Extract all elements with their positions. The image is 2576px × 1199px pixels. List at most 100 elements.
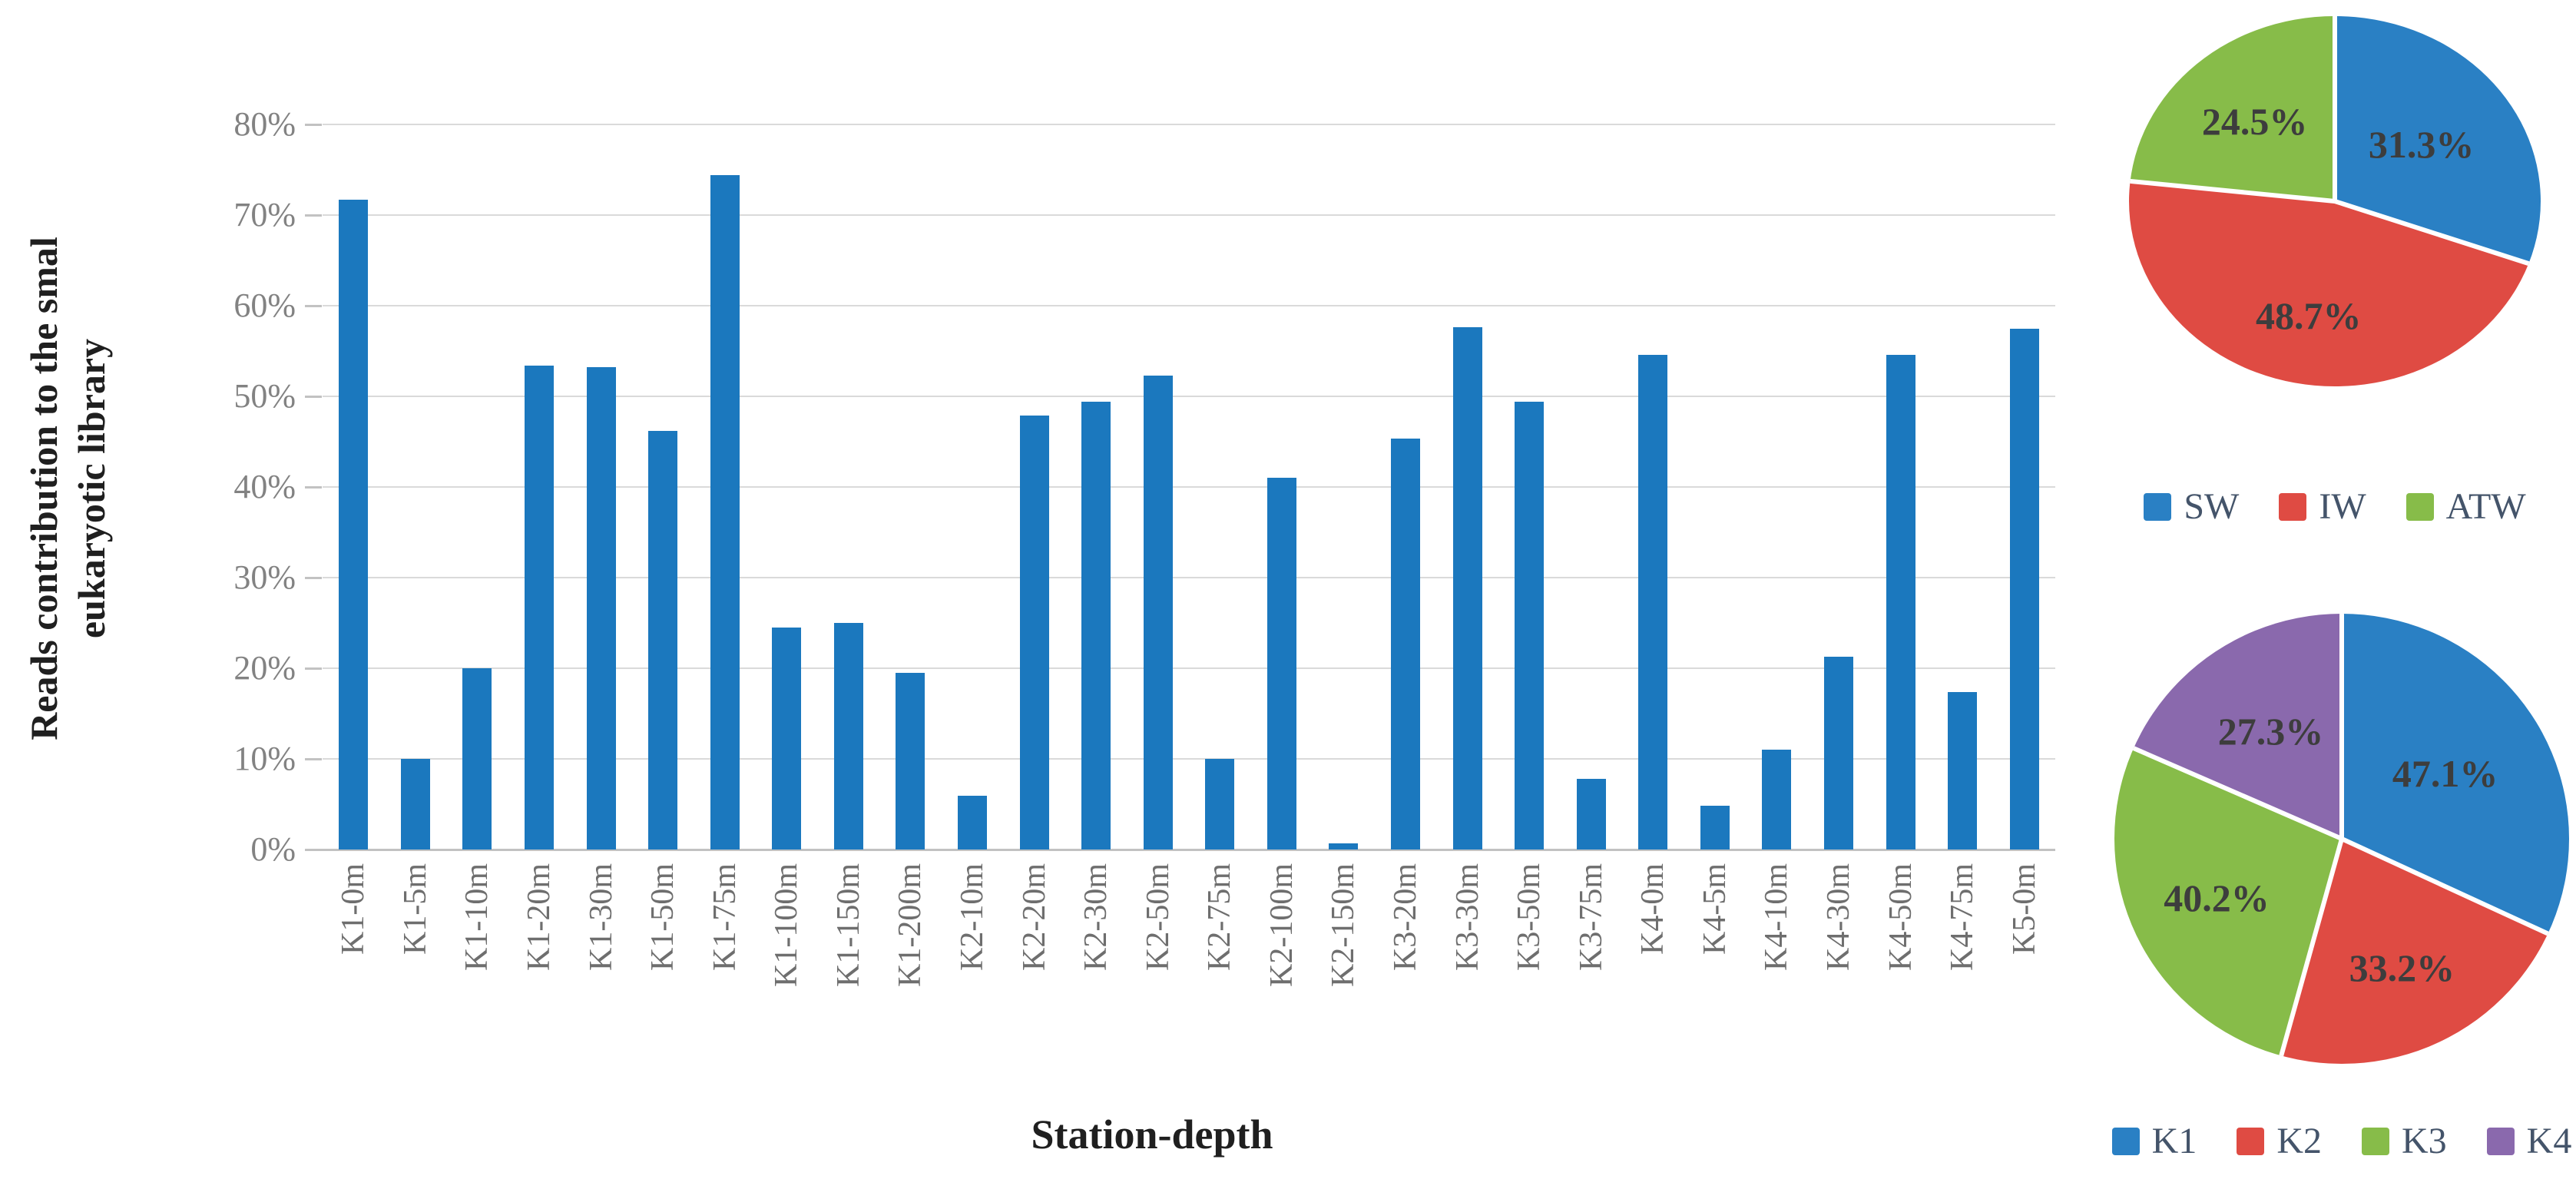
bar [1391, 439, 1420, 850]
pie-slice-separator [2129, 176, 2336, 204]
y-axis-title-line1: Reads contribution to the smal [22, 237, 65, 740]
bar [772, 627, 802, 850]
pie-slice-label: 40.2% [2164, 876, 2270, 919]
x-tick-label: K3-75m [1573, 863, 1609, 971]
legend-swatch [2486, 1128, 2515, 1155]
x-tick-label: K1-50m [645, 863, 681, 971]
y-tick-label: 30% [233, 558, 296, 596]
x-tick-label: K4-75m [1945, 863, 1981, 971]
bar [1886, 354, 1915, 850]
bar [339, 199, 369, 850]
bar [958, 796, 987, 850]
pie-slice-separator [2272, 838, 2344, 1064]
legend-item: K1 [2111, 1121, 2197, 1161]
y-tick-mark [305, 758, 322, 760]
y-tick-mark [305, 305, 322, 307]
legend-label: K4 [2526, 1121, 2572, 1161]
pie-slice-label: 47.1% [2392, 751, 2498, 795]
pie-slice-label: 31.3% [2368, 123, 2475, 167]
bar [1143, 375, 1173, 850]
pie-slice-label: 27.3% [2217, 710, 2324, 754]
legend-label: K2 [2276, 1121, 2322, 1161]
y-axis-title-line2: eukaryotic library [70, 338, 113, 639]
y-axis-title: Reads contribution to the smal eukaryoti… [20, 66, 115, 911]
bar [525, 365, 554, 850]
bar [1762, 750, 1792, 850]
y-tick-label: 50% [233, 377, 296, 415]
x-tick-label: K4-10m [1759, 863, 1795, 971]
water-mass-pie: 31.3% 48.7% 24.5% [2129, 16, 2541, 386]
x-tick-label: K5-0m [2006, 863, 2042, 955]
x-axis-line [313, 849, 2055, 851]
y-tick-label: 70% [233, 196, 296, 234]
x-tick-label: K3-30m [1449, 863, 1485, 971]
bar [462, 668, 492, 850]
y-tick-label: 80% [233, 105, 296, 143]
y-tick-mark [305, 396, 322, 398]
x-tick-label: K1-0m [336, 863, 372, 955]
legend-label: ATW [2445, 486, 2526, 527]
bar [400, 759, 430, 850]
x-tick-label: K1-30m [583, 863, 619, 971]
legend-item: ATW [2405, 486, 2526, 527]
gridline [323, 486, 2055, 488]
bar [586, 367, 616, 850]
legend-item: K2 [2237, 1123, 2322, 1160]
y-tick-label: 0% [250, 830, 296, 868]
bar [1824, 656, 1853, 850]
x-tick-label: K4-50m [1882, 863, 1919, 971]
x-tick-label: K1-150m [830, 863, 866, 987]
y-tick-mark [305, 124, 322, 126]
gridline [323, 758, 2055, 760]
bar [1081, 402, 1111, 850]
y-tick-label: 60% [233, 287, 296, 324]
x-tick-label: K1-200m [892, 863, 929, 987]
bar [1329, 843, 1359, 850]
station-legend: K1 K2 K3 K4 [1996, 1123, 2576, 1160]
station-pie: 47.1% 33.2% 40.2% 27.3% [2114, 614, 2569, 1064]
y-tick-label: 10% [233, 740, 296, 777]
bar [2009, 328, 2039, 850]
pie-slice-label: 48.7% [2255, 293, 2362, 337]
x-tick-label: K2-10m [955, 863, 990, 971]
x-tick-label: K1-100m [769, 863, 805, 987]
bar [1205, 759, 1235, 850]
x-tick-label: K2-100m [1263, 863, 1300, 987]
y-tick-mark [305, 667, 322, 670]
legend-item: K4 [2486, 1121, 2572, 1161]
x-tick-label: K1-20m [521, 863, 557, 971]
bar [710, 175, 740, 850]
legend-item: IW [2279, 489, 2366, 525]
x-tick-label: K2-20m [1016, 863, 1052, 971]
pie-slice-separator [2334, 199, 2541, 274]
bar [1576, 778, 1606, 850]
x-tick-label: K2-150m [1326, 863, 1362, 987]
x-tick-label: K3-50m [1511, 863, 1548, 971]
pie-slice-separator [2339, 614, 2344, 839]
legend-label: K1 [2151, 1121, 2197, 1161]
y-tick-label: 40% [233, 468, 296, 505]
pie-slice-label: 33.2% [2349, 946, 2455, 989]
x-tick-label: K2-30m [1078, 863, 1114, 971]
legend-swatch [2237, 1128, 2265, 1155]
bar [1638, 354, 1668, 850]
y-tick-mark [305, 214, 322, 217]
gridline [323, 667, 2055, 669]
legend-swatch [2144, 493, 2172, 521]
pie-slice-label: 24.5% [2201, 100, 2308, 144]
x-axis-title: Station-depth [1031, 1111, 1273, 1158]
legend-label: SW [2184, 486, 2240, 527]
gridline [323, 214, 2055, 216]
x-tick-label: K2-75m [1202, 863, 1238, 971]
bar [1948, 691, 1978, 850]
y-tick-mark [305, 577, 322, 579]
bar [896, 672, 925, 850]
y-tick-label: 20% [233, 649, 296, 687]
gridline [323, 124, 2055, 125]
water-mass-legend: SW IW ATW [2043, 489, 2576, 525]
gridline [323, 577, 2055, 578]
gridline [323, 305, 2055, 306]
x-tick-label: K4-5m [1697, 863, 1733, 955]
bar [1266, 478, 1296, 850]
